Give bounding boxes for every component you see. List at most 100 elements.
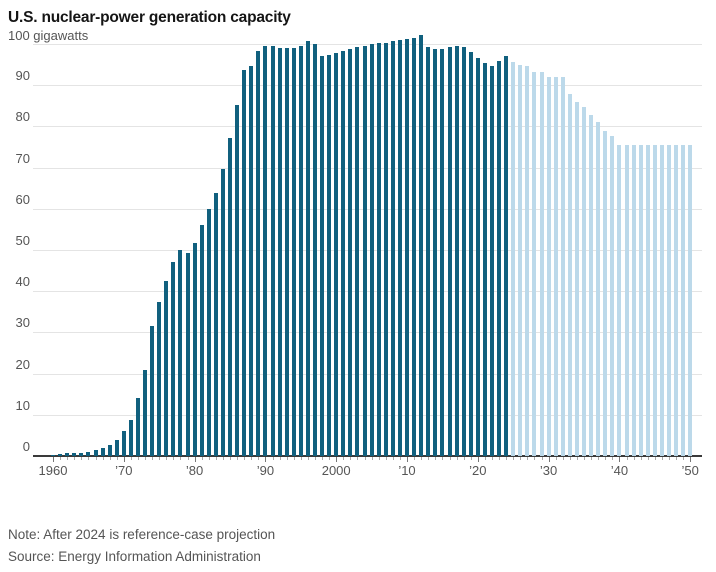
y-axis-label-50: 50	[15, 233, 30, 248]
bar-2024	[504, 56, 509, 456]
x-tick-2050	[690, 457, 692, 462]
bar-1976	[164, 280, 169, 456]
bar-2018	[461, 46, 466, 456]
x-tick-2029	[541, 457, 543, 460]
bar-1968	[107, 444, 112, 456]
x-tick-2045	[654, 457, 656, 460]
bar-2031	[553, 77, 558, 456]
y-axis-label-80: 80	[15, 109, 30, 125]
x-tick-1990	[265, 457, 267, 462]
x-axis-line	[33, 455, 702, 457]
y-axis-label-60: 60	[15, 191, 30, 207]
bar-1981	[199, 225, 204, 456]
bar-2036	[589, 114, 594, 456]
x-tick-1982	[208, 457, 210, 460]
x-tick-2044	[647, 457, 649, 460]
bar-1983	[213, 193, 218, 456]
x-tick-2047	[669, 457, 670, 460]
bar-1963	[72, 452, 77, 456]
bar-1997	[313, 44, 317, 456]
x-tick-1984	[222, 457, 224, 460]
bar-1982	[206, 208, 211, 456]
bar-2041	[624, 144, 629, 456]
x-tick-2037	[598, 457, 600, 460]
x-tick-2033	[569, 457, 571, 460]
x-tick-2032	[562, 457, 564, 460]
x-tick-2002	[350, 457, 352, 460]
x-axis-label-1960: 1960	[38, 463, 68, 478]
bar-2029	[539, 72, 544, 456]
bar-1960	[51, 454, 55, 456]
x-tick-2040	[619, 457, 621, 462]
y-axis-label-30: 30	[15, 315, 30, 331]
bar-2037	[596, 122, 601, 456]
bar-2011	[412, 38, 417, 456]
bar-1965	[86, 452, 91, 456]
bar-2001	[341, 51, 346, 456]
y-axis-label-40: 40	[15, 274, 30, 290]
x-tick-2016	[449, 457, 451, 460]
x-tick-1981	[201, 457, 203, 460]
x-tick-1993	[286, 457, 288, 460]
bar-1994	[291, 47, 296, 456]
bar-1964	[79, 452, 84, 456]
y-axis-label-70: 70	[15, 150, 30, 166]
x-axis-label-2010: ’10	[398, 463, 416, 478]
x-tick-2009	[399, 457, 401, 460]
x-axis-label-2000: 2000	[321, 463, 351, 478]
bar-1991	[270, 45, 275, 456]
x-tick-1983	[215, 457, 217, 460]
x-axis-label-1970: ’70	[115, 463, 133, 478]
bar-1975	[157, 302, 162, 456]
x-axis-label-2050: ’50	[681, 463, 699, 478]
bar-1993	[284, 48, 289, 456]
bar-1984	[220, 168, 225, 456]
bar-1989	[256, 51, 261, 456]
x-tick-1992	[279, 457, 281, 460]
x-tick-2008	[392, 457, 394, 460]
bar-2039	[610, 135, 615, 456]
bar-2047	[667, 144, 671, 456]
bar-1986	[235, 105, 240, 456]
bar-1985	[228, 137, 232, 456]
bar-2014	[433, 49, 438, 456]
bar-1971	[128, 420, 133, 456]
bar-2005	[369, 44, 374, 456]
y-axis-label-10: 10	[15, 397, 30, 413]
x-tick-2020	[477, 457, 479, 462]
bar-2032	[560, 77, 565, 456]
x-tick-1997	[315, 457, 316, 460]
x-tick-2022	[492, 457, 493, 460]
chart-source: Source: Energy Information Administratio…	[8, 549, 261, 564]
x-tick-2000	[336, 457, 338, 462]
bar-2017	[454, 45, 459, 456]
gridline-70	[33, 167, 702, 169]
x-tick-2043	[640, 457, 642, 460]
x-tick-2017	[456, 457, 458, 460]
x-tick-1972	[138, 457, 139, 460]
bar-1978	[178, 249, 183, 456]
x-tick-1977	[173, 457, 175, 460]
x-tick-1980	[194, 457, 196, 462]
bar-1990	[263, 45, 268, 456]
x-tick-1962	[67, 457, 69, 460]
x-tick-2031	[555, 457, 557, 460]
y-axis-label-90: 90	[15, 68, 30, 84]
x-tick-1979	[187, 457, 189, 460]
x-tick-2012	[421, 457, 423, 460]
x-tick-1988	[251, 457, 253, 460]
x-tick-2003	[357, 457, 359, 460]
bar-2035	[582, 106, 586, 456]
bar-2050	[688, 144, 693, 456]
bar-1998	[320, 55, 324, 456]
bar-2028	[532, 71, 537, 456]
x-tick-2013	[428, 457, 430, 460]
bar-1987	[242, 70, 247, 456]
bar-2046	[659, 144, 664, 456]
gridline-40	[33, 291, 702, 293]
bar-1974	[150, 325, 155, 456]
gridline-50	[33, 250, 702, 251]
bar-2009	[397, 39, 402, 456]
bar-1967	[100, 447, 105, 456]
